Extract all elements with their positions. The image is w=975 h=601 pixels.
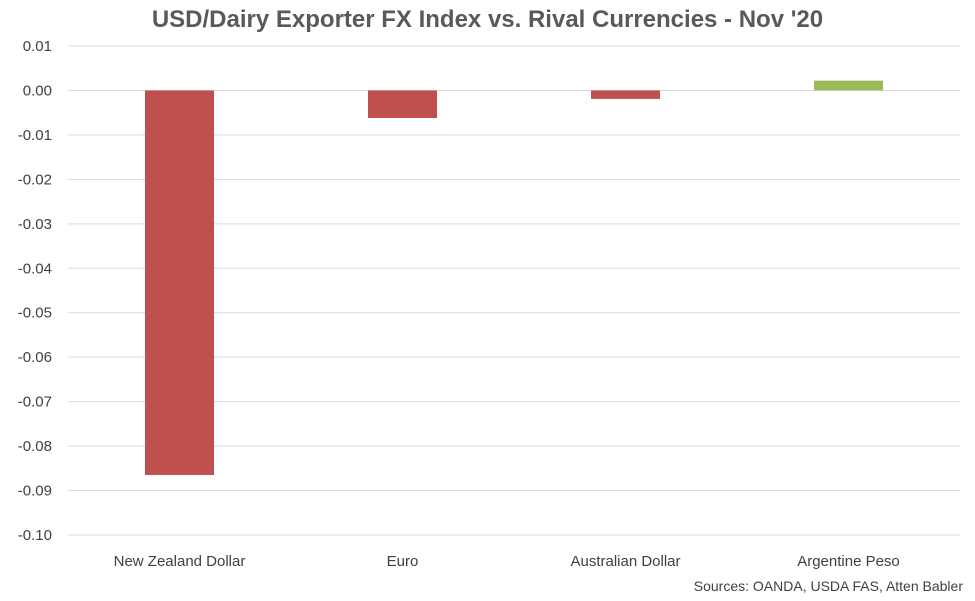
bar	[814, 80, 883, 91]
x-tick-label: Euro	[387, 553, 419, 570]
bar	[368, 90, 437, 119]
y-tick-label: -0.06	[18, 349, 52, 366]
y-tick-label: -0.01	[18, 127, 52, 144]
y-tick-label: -0.08	[18, 438, 52, 455]
x-tick-label: New Zealand Dollar	[114, 553, 246, 570]
x-tick-label: Argentine Peso	[797, 553, 900, 570]
y-tick-label: -0.09	[18, 483, 52, 500]
bars	[145, 80, 883, 475]
chart-title: USD/Dairy Exporter FX Index vs. Rival Cu…	[151, 6, 824, 33]
y-tick-label: -0.10	[18, 527, 52, 544]
y-tick-label: -0.05	[18, 305, 52, 322]
y-tick-label: -0.02	[18, 171, 52, 188]
gridlines	[68, 45, 960, 536]
y-tick-label: -0.07	[18, 394, 52, 411]
x-axis-tick-labels: New Zealand Dollar Euro Australian Dollar A…	[114, 553, 900, 570]
y-tick-label: -0.03	[18, 216, 52, 233]
source-note: Sources: OANDA, USDA FAS, Atten Babler	[693, 578, 963, 594]
x-tick-label: Australian Dollar	[570, 553, 680, 570]
bar	[145, 90, 214, 475]
y-axis-tick-labels: 0.01 0.00 -0.01 -0.02 -0.03 -0.04 -0.05 -0.06 -0…	[18, 38, 52, 544]
y-tick-label: 0.00	[23, 82, 52, 99]
y-tick-label: -0.04	[18, 260, 52, 277]
bar	[591, 90, 660, 99]
y-tick-label: 0.01	[23, 38, 52, 55]
